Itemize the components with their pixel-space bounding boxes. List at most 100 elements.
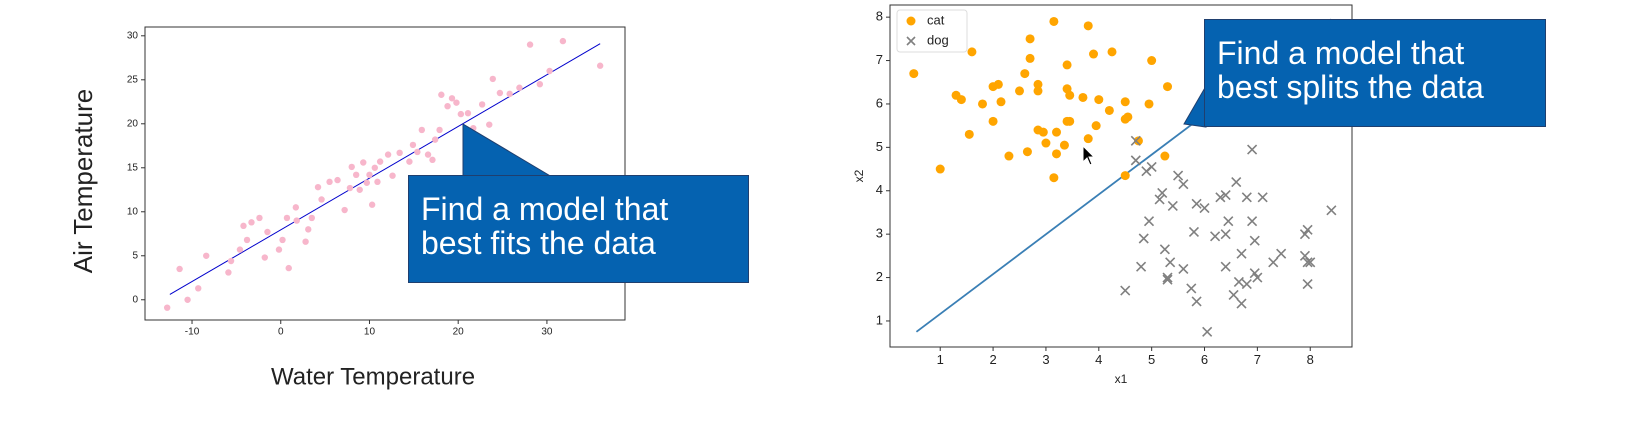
point [996, 97, 1006, 107]
point [1130, 155, 1141, 166]
point [1247, 144, 1258, 155]
point [1062, 60, 1072, 70]
y-tick-label: 8 [876, 9, 883, 24]
point [1022, 147, 1032, 157]
y-tick-label: 5 [876, 139, 883, 154]
point [1210, 231, 1221, 242]
point [1257, 192, 1268, 203]
point [1165, 257, 1176, 268]
point [352, 171, 360, 179]
point [1252, 272, 1263, 283]
callout-tail [462, 123, 554, 178]
point [1302, 279, 1313, 290]
legend-label: dog [927, 32, 949, 47]
point [1305, 257, 1316, 268]
point [326, 178, 333, 186]
point [436, 126, 443, 134]
point [1091, 121, 1101, 131]
y-axis-label: Air Temperature [68, 89, 98, 274]
y-tick-label: 25 [127, 74, 139, 85]
point [1015, 86, 1025, 96]
point [489, 75, 497, 83]
point [536, 80, 544, 88]
callout-tail [1183, 84, 1207, 128]
point [292, 204, 300, 211]
legend-label: cat [927, 12, 945, 27]
point [1146, 161, 1157, 172]
point [305, 226, 312, 233]
point [1159, 244, 1170, 255]
callout: Find a model that best fits the data [408, 175, 749, 283]
point [308, 214, 316, 222]
point [993, 79, 1003, 89]
point [1120, 171, 1130, 181]
point [1220, 190, 1231, 201]
point [227, 257, 235, 265]
point [1162, 272, 1173, 283]
point [1094, 95, 1104, 105]
point [1123, 112, 1133, 122]
y-tick-label: 10 [127, 206, 139, 217]
point [363, 179, 371, 186]
point [240, 222, 247, 230]
x-tick-label: 4 [1095, 352, 1102, 367]
point [516, 84, 523, 91]
x-tick-label: 2 [989, 352, 996, 367]
point [1041, 138, 1051, 148]
point [559, 37, 567, 45]
point [1144, 99, 1154, 109]
point [163, 304, 171, 311]
point [1178, 179, 1189, 190]
point [376, 158, 384, 165]
point [368, 201, 376, 208]
point [1268, 257, 1279, 268]
point [293, 217, 300, 224]
point [1083, 21, 1093, 31]
y-axis-label: x2 [852, 169, 866, 182]
plot-frame [144, 26, 626, 321]
point [396, 149, 403, 157]
point [418, 126, 426, 134]
y-tick-label: 2 [876, 269, 883, 284]
point [956, 95, 966, 105]
point [225, 269, 232, 276]
y-tick-label: 1 [876, 312, 883, 327]
point [1136, 261, 1147, 272]
model-line [169, 43, 601, 295]
y-tick-label: 3 [876, 226, 883, 241]
x-tick-label: 3 [1042, 352, 1049, 367]
point [478, 101, 486, 108]
point [546, 67, 553, 75]
x-tick-label: 30 [541, 327, 553, 338]
legend-marker [906, 36, 916, 46]
y-tick-label: 30 [127, 30, 139, 41]
point [356, 186, 363, 193]
point [1173, 170, 1184, 181]
point [1120, 285, 1131, 296]
point [909, 69, 919, 79]
point [1083, 134, 1093, 144]
point [243, 236, 251, 244]
x-axis-label: x1 [1115, 372, 1128, 386]
callout: Find a model that best splits the data [1204, 19, 1546, 127]
point [1065, 90, 1075, 100]
point [1231, 177, 1242, 188]
x-tick-label: -10 [185, 327, 200, 338]
point [264, 228, 271, 236]
point [444, 102, 451, 110]
point [1154, 194, 1165, 205]
point [348, 163, 355, 171]
point [203, 252, 210, 259]
point [341, 206, 348, 214]
y-tick-label: 15 [127, 162, 139, 173]
point [1163, 82, 1173, 92]
point [261, 254, 268, 261]
point [384, 151, 392, 158]
point [275, 246, 283, 253]
point [506, 90, 513, 98]
point [1186, 283, 1197, 294]
point [464, 110, 472, 117]
point [1147, 56, 1157, 66]
